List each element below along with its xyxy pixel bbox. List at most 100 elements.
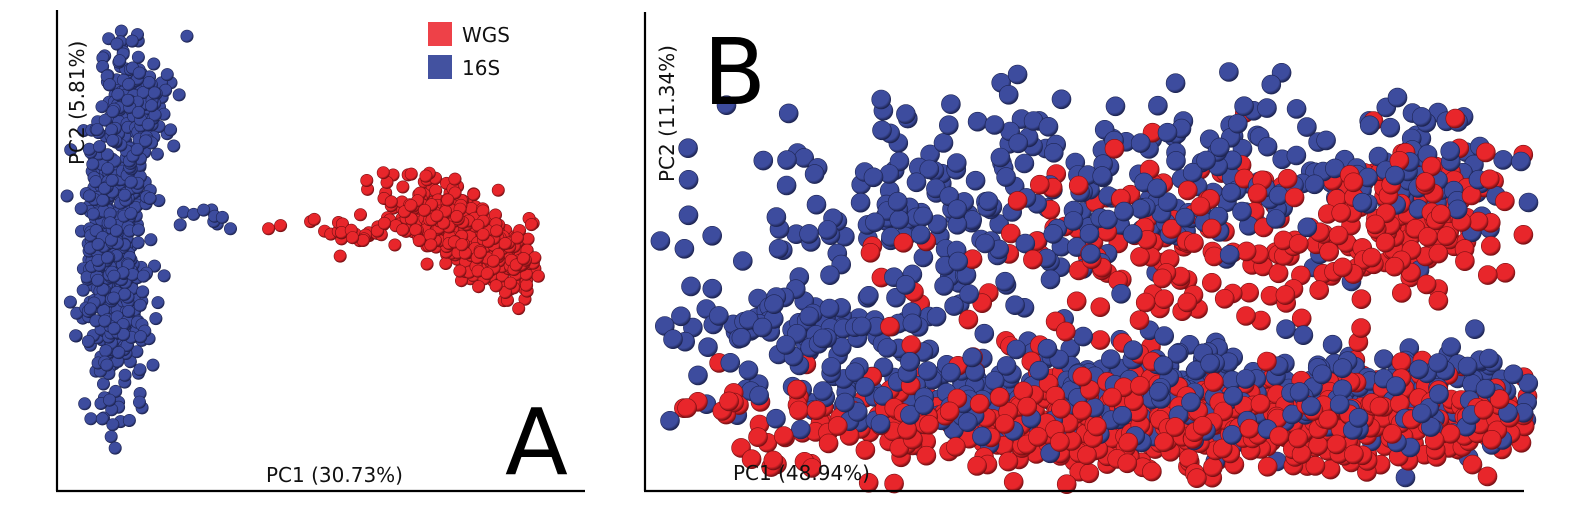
data-point-16s bbox=[948, 251, 969, 272]
data-point-16s bbox=[121, 93, 135, 107]
data-point-16s bbox=[978, 191, 999, 212]
data-point-wgs bbox=[1007, 191, 1028, 211]
data-point-wgs bbox=[1445, 108, 1466, 129]
data-point-wgs bbox=[1431, 204, 1451, 224]
data-point-16s bbox=[887, 191, 908, 212]
data-point-wgs bbox=[748, 427, 768, 448]
points-b bbox=[650, 62, 1539, 495]
data-point-16s bbox=[702, 278, 723, 299]
data-point-16s bbox=[1167, 343, 1188, 364]
data-point-16s bbox=[1411, 403, 1432, 424]
data-point-wgs bbox=[1239, 418, 1260, 439]
data-point-16s bbox=[778, 103, 799, 124]
data-point-wgs bbox=[1513, 225, 1534, 245]
data-point-16s bbox=[1149, 381, 1169, 402]
data-point-wgs bbox=[998, 451, 1019, 472]
data-point-wgs bbox=[441, 193, 455, 207]
data-point-16s bbox=[957, 412, 978, 433]
data-point-16s bbox=[224, 222, 238, 236]
data-point-wgs bbox=[498, 237, 512, 251]
data-point-wgs bbox=[1328, 225, 1349, 246]
data-point-16s bbox=[749, 385, 769, 406]
data-point-16s bbox=[678, 170, 699, 190]
data-point-16s bbox=[1166, 151, 1186, 171]
data-point-16s bbox=[944, 296, 964, 316]
scatter-plot-a: PC2 (5.81%) PC1 (30.73%) A WGS 16S bbox=[55, 10, 585, 496]
data-point-16s bbox=[1015, 233, 1036, 254]
data-point-wgs bbox=[1331, 203, 1352, 223]
data-point-16s bbox=[941, 362, 961, 383]
data-point-wgs bbox=[1056, 474, 1077, 495]
data-point-wgs bbox=[520, 278, 534, 292]
data-point-wgs bbox=[1192, 416, 1213, 436]
data-point-16s bbox=[1043, 224, 1064, 244]
data-point-wgs bbox=[1326, 434, 1347, 455]
data-point-16s bbox=[688, 365, 708, 386]
data-point-16s bbox=[1063, 211, 1084, 231]
data-point-wgs bbox=[1239, 282, 1260, 303]
points-a bbox=[60, 24, 545, 455]
data-point-wgs bbox=[424, 238, 438, 252]
data-point-16s bbox=[1122, 224, 1143, 244]
data-point-16s bbox=[1297, 117, 1317, 137]
data-point-wgs bbox=[396, 180, 410, 194]
data-point-16s bbox=[889, 209, 910, 230]
data-point-16s bbox=[167, 139, 181, 153]
data-point-16s bbox=[131, 50, 145, 64]
data-point-16s bbox=[1386, 376, 1406, 397]
data-point-wgs bbox=[919, 414, 939, 435]
data-point-16s bbox=[1352, 192, 1373, 213]
data-point-16s bbox=[1440, 141, 1461, 161]
data-point-wgs bbox=[774, 426, 794, 446]
data-point-wgs bbox=[1072, 400, 1092, 421]
data-point-16s bbox=[902, 313, 923, 334]
data-point-wgs bbox=[1415, 172, 1436, 192]
data-point-wgs bbox=[1051, 398, 1071, 419]
data-point-16s bbox=[172, 88, 186, 102]
data-point-16s bbox=[1219, 245, 1240, 265]
data-point-16s bbox=[132, 106, 146, 120]
data-point-16s bbox=[104, 430, 118, 444]
data-point-wgs bbox=[420, 257, 434, 271]
data-point-wgs bbox=[1344, 444, 1364, 465]
data-point-wgs bbox=[388, 238, 402, 252]
data-point-16s bbox=[93, 140, 107, 154]
data-point-16s bbox=[1301, 396, 1321, 417]
data-point-16s bbox=[132, 223, 146, 237]
data-point-16s bbox=[1080, 244, 1101, 264]
data-point-16s bbox=[1286, 99, 1307, 119]
data-point-wgs bbox=[1391, 283, 1412, 303]
data-point-16s bbox=[845, 362, 865, 383]
data-point-16s bbox=[113, 54, 127, 68]
data-point-16s bbox=[1223, 386, 1244, 406]
data-point-wgs bbox=[396, 223, 410, 237]
data-point-16s bbox=[681, 276, 701, 297]
data-point-16s bbox=[197, 203, 211, 217]
data-point-16s bbox=[799, 306, 820, 327]
data-point-16s bbox=[871, 89, 891, 110]
data-point-16s bbox=[60, 189, 74, 203]
data-point-16s bbox=[1411, 107, 1432, 127]
data-point-wgs bbox=[855, 440, 876, 460]
data-point-16s bbox=[974, 323, 995, 344]
data-point-16s bbox=[64, 143, 78, 157]
data-point-16s bbox=[76, 283, 90, 297]
data-point-wgs bbox=[880, 316, 900, 337]
data-point-16s bbox=[133, 363, 147, 377]
data-point-16s bbox=[1200, 353, 1221, 374]
y-axis-label-a: PC2 (5.81%) bbox=[65, 41, 89, 165]
data-point-16s bbox=[859, 285, 879, 306]
data-point-16s bbox=[69, 329, 83, 343]
data-point-wgs bbox=[916, 445, 937, 466]
data-point-wgs bbox=[1077, 445, 1097, 466]
data-point-wgs bbox=[828, 416, 848, 436]
data-point-16s bbox=[1322, 334, 1343, 355]
data-point-16s bbox=[938, 115, 959, 135]
x-axis-label-b: PC1 (48.94%) bbox=[733, 461, 870, 485]
data-point-wgs bbox=[787, 379, 807, 400]
y-axis-label-b: PC2 (11.34%) bbox=[655, 45, 679, 182]
data-point-wgs bbox=[1305, 456, 1326, 476]
data-point-wgs bbox=[1351, 318, 1371, 338]
data-point-16s bbox=[1227, 113, 1248, 134]
data-point-16s bbox=[1073, 326, 1094, 347]
